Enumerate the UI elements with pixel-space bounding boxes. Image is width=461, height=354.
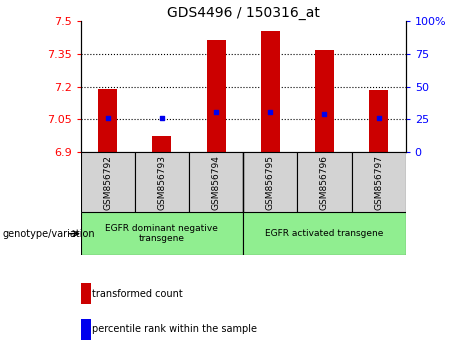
Bar: [369, 90, 388, 152]
Text: GSM856796: GSM856796: [320, 155, 329, 210]
Text: GSM856794: GSM856794: [212, 155, 221, 210]
Point: [213, 109, 220, 114]
Text: GSM856793: GSM856793: [157, 155, 166, 210]
Point: [375, 115, 382, 121]
Bar: [135, 152, 189, 212]
Bar: [243, 152, 297, 212]
Bar: [189, 152, 243, 212]
Bar: [261, 31, 280, 152]
Text: GSM856795: GSM856795: [266, 155, 275, 210]
Text: transformed count: transformed count: [92, 289, 183, 299]
Text: percentile rank within the sample: percentile rank within the sample: [92, 324, 257, 334]
Title: GDS4496 / 150316_at: GDS4496 / 150316_at: [167, 6, 319, 20]
Text: EGFR dominant negative
transgene: EGFR dominant negative transgene: [106, 224, 219, 243]
Bar: [315, 50, 334, 152]
Bar: [81, 152, 135, 212]
Point: [321, 112, 328, 117]
Bar: [98, 89, 117, 152]
Bar: [207, 40, 225, 152]
Text: genotype/variation: genotype/variation: [2, 229, 95, 239]
Bar: [243, 212, 406, 255]
Bar: [352, 152, 406, 212]
Bar: [153, 136, 171, 152]
Text: GSM856792: GSM856792: [103, 155, 112, 210]
Bar: [81, 283, 91, 304]
Text: EGFR activated transgene: EGFR activated transgene: [265, 229, 384, 238]
Bar: [297, 152, 352, 212]
Text: GSM856797: GSM856797: [374, 155, 383, 210]
Point: [266, 109, 274, 114]
Point: [104, 115, 112, 121]
Bar: [81, 212, 243, 255]
Bar: [81, 319, 91, 340]
Point: [158, 115, 165, 121]
